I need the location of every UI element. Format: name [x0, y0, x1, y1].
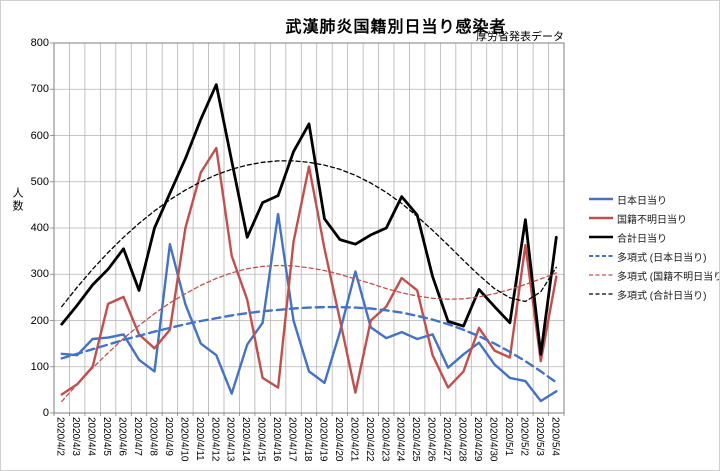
y-axis-title: 人数	[11, 187, 23, 213]
legend-item: 合計日当り	[589, 231, 717, 245]
y-tick-label: 500	[30, 175, 49, 188]
legend-line-swatch	[589, 293, 613, 295]
x-tick-label: 2020/4/20	[332, 417, 344, 462]
x-tick-label: 2020/4/26	[425, 417, 437, 462]
x-tick-label: 2020/4/16	[271, 417, 283, 462]
series-line-5	[61, 160, 557, 308]
x-tick-label: 2020/5/1	[502, 417, 514, 456]
y-tick-label: 800	[30, 37, 49, 49]
y-tick-label: 700	[30, 83, 49, 96]
x-tick-label: 2020/4/19	[317, 417, 329, 462]
legend-item: 多項式 (日本日当り)	[589, 250, 717, 264]
legend-line-swatch	[589, 255, 613, 257]
legend-label: 多項式 (国籍不明日当り)	[617, 271, 720, 283]
legend-item: 日本日当り	[589, 193, 717, 207]
x-tick-label: 2020/4/30	[487, 417, 499, 462]
x-tick-label: 2020/4/4	[85, 417, 97, 456]
x-tick-label: 2020/4/29	[472, 417, 483, 462]
y-tick-label: 400	[30, 222, 49, 234]
x-tick-label: 2020/4/5	[101, 417, 113, 456]
x-tick-label: 2020/4/17	[286, 417, 298, 462]
legend-label: 多項式 (合計日当り)	[617, 290, 707, 302]
y-tick-label: 600	[30, 129, 49, 142]
legend-line-swatch	[589, 216, 613, 220]
legend-item: 国籍不明日当り	[589, 212, 717, 226]
x-tick-label: 2020/4/21	[348, 417, 360, 462]
legend-label: 日本日当り	[617, 195, 667, 207]
y-tick-label: 200	[30, 314, 49, 327]
legend-line-swatch	[589, 197, 613, 201]
x-tick-label: 2020/4/8	[147, 417, 159, 456]
x-tick-label: 2020/4/7	[132, 417, 143, 456]
x-tick-label: 2020/4/6	[116, 417, 128, 456]
legend-label: 国籍不明日当り	[617, 214, 687, 226]
legend-line-swatch	[589, 235, 613, 239]
x-tick-label: 2020/4/15	[255, 417, 267, 462]
x-tick-label: 2020/4/24	[394, 417, 406, 462]
y-tick-label: 100	[30, 360, 49, 373]
x-tick-label: 2020/5/3	[533, 417, 545, 456]
x-tick-label: 2020/4/11	[193, 417, 205, 461]
x-tick-label: 2020/4/2	[54, 417, 66, 456]
x-tick-label: 2020/4/13	[224, 417, 236, 462]
x-tick-label: 2020/4/23	[379, 417, 391, 462]
x-tick-label: 2020/4/14	[240, 417, 252, 462]
x-tick-label: 2020/4/22	[363, 417, 375, 462]
series-line-1	[60, 146, 558, 396]
x-tick-label: 2020/4/9	[162, 417, 174, 456]
x-tick-label: 2020/4/28	[456, 417, 468, 462]
x-tick-label: 2020/5/2	[518, 417, 530, 456]
x-tick-label: 2020/4/27	[441, 417, 453, 462]
y-tick-label: 300	[30, 268, 49, 281]
series-line-4	[61, 264, 557, 403]
legend: 日本日当り国籍不明日当り 合計日当り多項式 (日本日当り) 多項式 (国籍不明日当り…	[589, 193, 720, 307]
series-line-3	[60, 305, 558, 384]
series-line-0	[60, 212, 558, 403]
x-tick-label: 2020/4/3	[70, 417, 82, 456]
legend-label: 多項式 (日本日当り)	[617, 252, 707, 264]
legend-item: 多項式 (国籍不明日当り)	[589, 269, 720, 283]
chart-title: 武漢肺炎国籍別日当り感染者	[285, 19, 507, 36]
x-tick-label: 2020/4/10	[178, 417, 190, 462]
x-tick-label: 2020/5/4	[549, 417, 561, 456]
legend-line-swatch	[589, 274, 613, 276]
series-line-2	[60, 83, 558, 356]
legend-item: 多項式 (合計日当り)	[589, 288, 717, 302]
x-tick-label: 2020/4/25	[410, 417, 422, 462]
x-tick-label: 2020/4/12	[209, 417, 221, 462]
y-tick-label: 0	[42, 407, 49, 419]
plot-border	[53, 42, 565, 414]
x-tick-label: 2020/4/18	[302, 417, 313, 462]
chart-subtitle: 厚労省発表データ	[476, 31, 564, 43]
legend-label: 合計日当り	[617, 233, 667, 245]
